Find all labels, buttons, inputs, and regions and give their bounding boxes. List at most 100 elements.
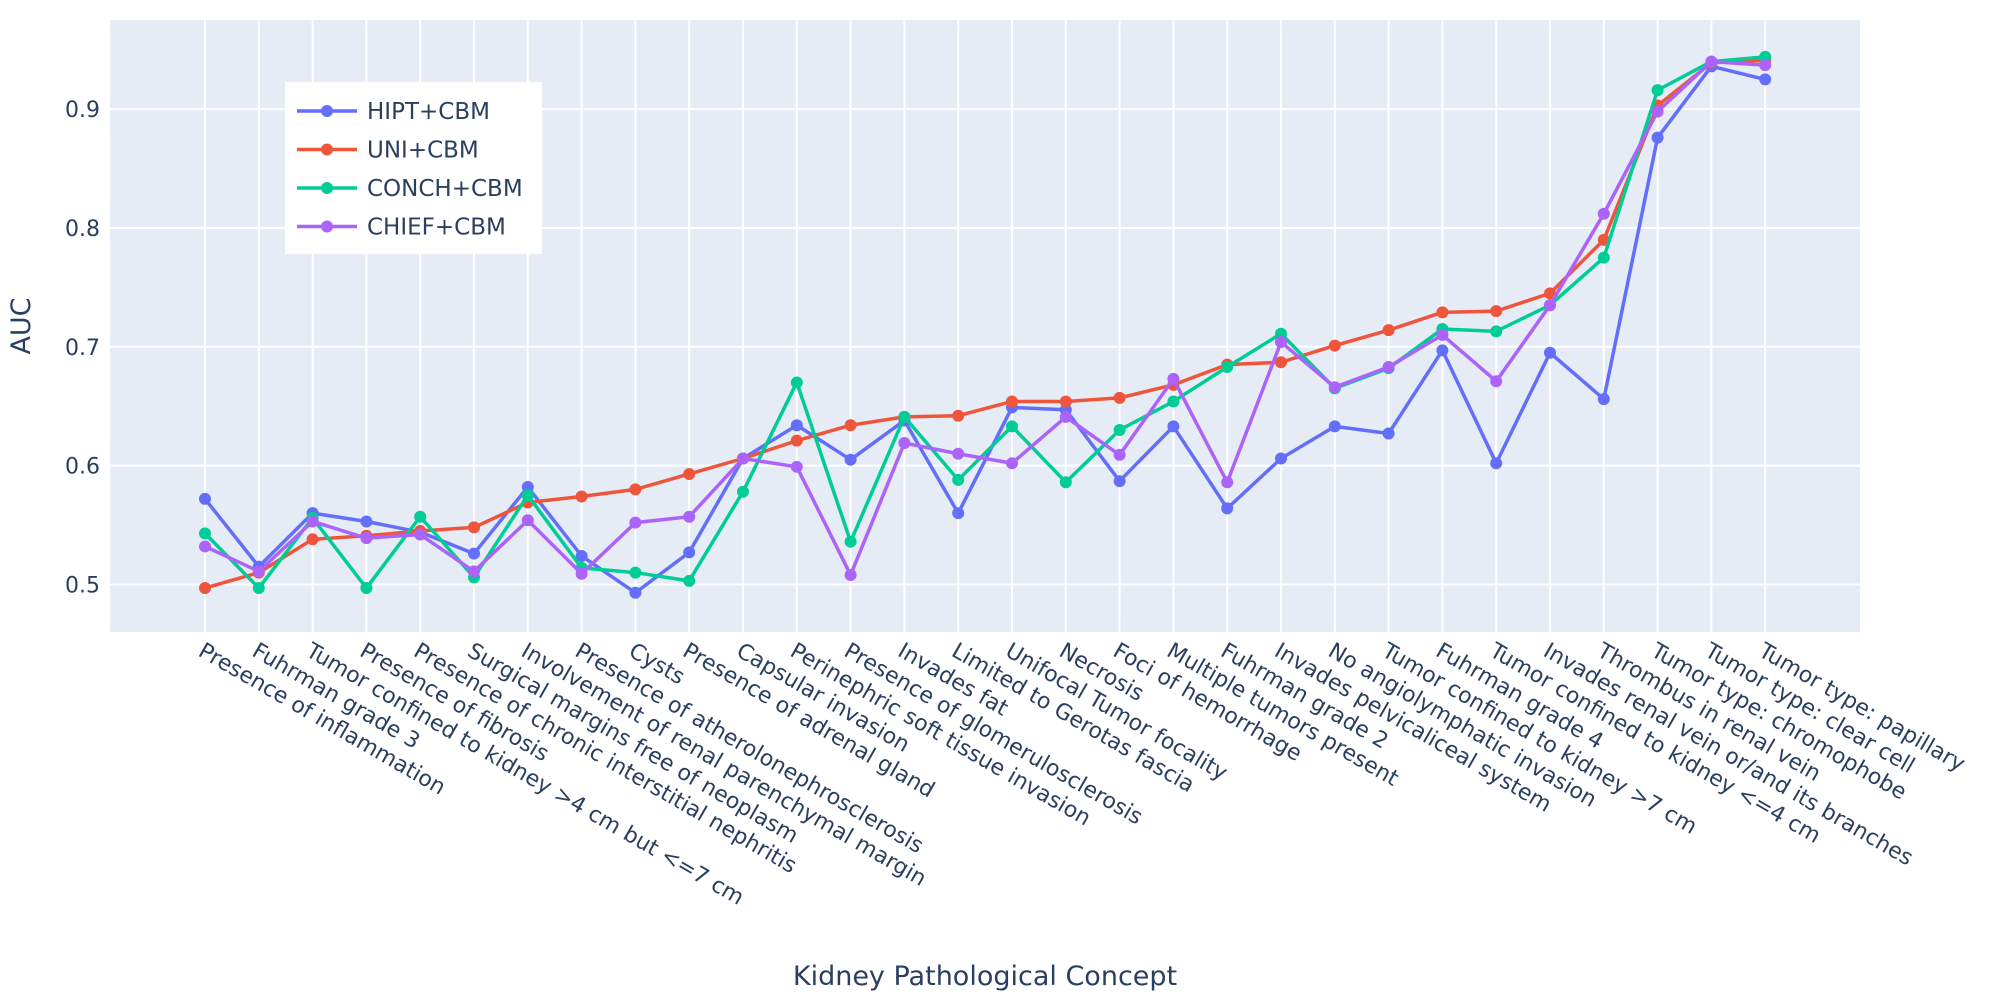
data-point (1113, 475, 1126, 488)
data-point (790, 376, 803, 389)
data-point (521, 489, 534, 502)
data-point (360, 515, 373, 528)
data-point (1328, 420, 1341, 433)
data-point (199, 492, 211, 505)
series-layer (199, 50, 1772, 599)
data-point (1275, 356, 1287, 369)
x-axis-title: Kidney Pathological Concept (793, 961, 1177, 992)
data-point (575, 567, 588, 580)
data-point (575, 549, 588, 562)
data-point (790, 460, 803, 473)
data-point (683, 467, 696, 480)
data-point (360, 532, 373, 545)
data-point (1059, 476, 1072, 489)
data-point (1275, 327, 1287, 340)
data-point (844, 568, 857, 581)
data-point (1490, 305, 1503, 318)
legend-marker (321, 220, 333, 233)
data-point (1006, 395, 1018, 408)
legend-label: CHIEF+CBM (367, 215, 506, 241)
series-chief-cbm (199, 55, 1772, 581)
data-point (1759, 50, 1772, 63)
data-point (1544, 299, 1556, 312)
data-point (199, 527, 211, 540)
data-point (952, 507, 965, 520)
legend-item: CONCH+CBM (297, 176, 523, 202)
data-point (1490, 375, 1503, 388)
data-point (683, 510, 696, 523)
data-point (1328, 381, 1341, 394)
data-point (898, 437, 911, 450)
y-tick-labels: 0.5 0.6 0.7 0.8 0.9 (65, 98, 100, 598)
data-point (1113, 448, 1126, 461)
data-point (199, 540, 211, 553)
series-line (203, 64, 1766, 595)
data-point (1221, 502, 1234, 515)
data-point (952, 447, 965, 460)
data-point (575, 490, 588, 503)
data-point (629, 566, 642, 579)
data-point (1490, 457, 1503, 470)
data-point (844, 453, 857, 466)
data-point (1059, 410, 1072, 423)
data-point (1759, 59, 1772, 72)
data-point (1167, 395, 1180, 408)
legend-item: HIPT+CBM (297, 99, 490, 125)
data-point (1275, 336, 1287, 349)
legend-marker (321, 182, 333, 194)
data-point (952, 473, 965, 486)
data-point (360, 582, 373, 595)
data-point (952, 409, 965, 422)
data-point (1705, 55, 1718, 68)
data-point (414, 528, 427, 541)
legend-marker (321, 143, 333, 156)
data-point (1597, 207, 1610, 220)
data-point (306, 533, 319, 546)
data-point (629, 483, 642, 496)
data-point (252, 582, 265, 595)
data-point (1651, 84, 1664, 97)
y-tick-label: 0.7 (65, 336, 100, 361)
data-point (306, 515, 319, 528)
legend-item: UNI+CBM (297, 138, 479, 164)
data-point (1328, 339, 1341, 352)
data-point (629, 516, 642, 529)
data-point (1436, 328, 1449, 341)
series-line (204, 58, 1766, 590)
data-point (1436, 344, 1449, 357)
legend-label: CONCH+CBM (367, 176, 523, 202)
data-point (1221, 360, 1234, 373)
legend: HIPT+CBM UNI+CBM CONCH+CBM CHIEF+CBM (285, 82, 542, 254)
legend-marker (321, 105, 333, 117)
legend-label: HIPT+CBM (367, 99, 490, 125)
y-axis-title: AUC (6, 297, 37, 354)
data-point (468, 521, 480, 534)
data-point (1597, 393, 1610, 406)
data-point (1544, 346, 1556, 359)
data-point (683, 546, 696, 559)
data-point (414, 510, 427, 523)
data-point (1113, 423, 1126, 436)
series-line (204, 59, 1766, 577)
data-point (1651, 105, 1664, 118)
data-point (1436, 306, 1449, 319)
data-point (1006, 457, 1018, 470)
data-point (629, 586, 642, 599)
data-point (737, 452, 749, 465)
data-point (1221, 476, 1234, 489)
data-point (1490, 325, 1503, 338)
data-point (898, 410, 911, 423)
data-point (844, 535, 857, 548)
data-point (737, 485, 749, 498)
y-tick-label: 0.6 (65, 455, 100, 480)
data-point (1651, 131, 1664, 144)
data-point (1167, 372, 1180, 385)
data-point (1382, 427, 1395, 440)
data-point (521, 514, 534, 527)
data-point (1597, 251, 1610, 264)
data-point (199, 582, 211, 595)
data-point (1113, 391, 1126, 404)
data-point (1275, 452, 1287, 465)
